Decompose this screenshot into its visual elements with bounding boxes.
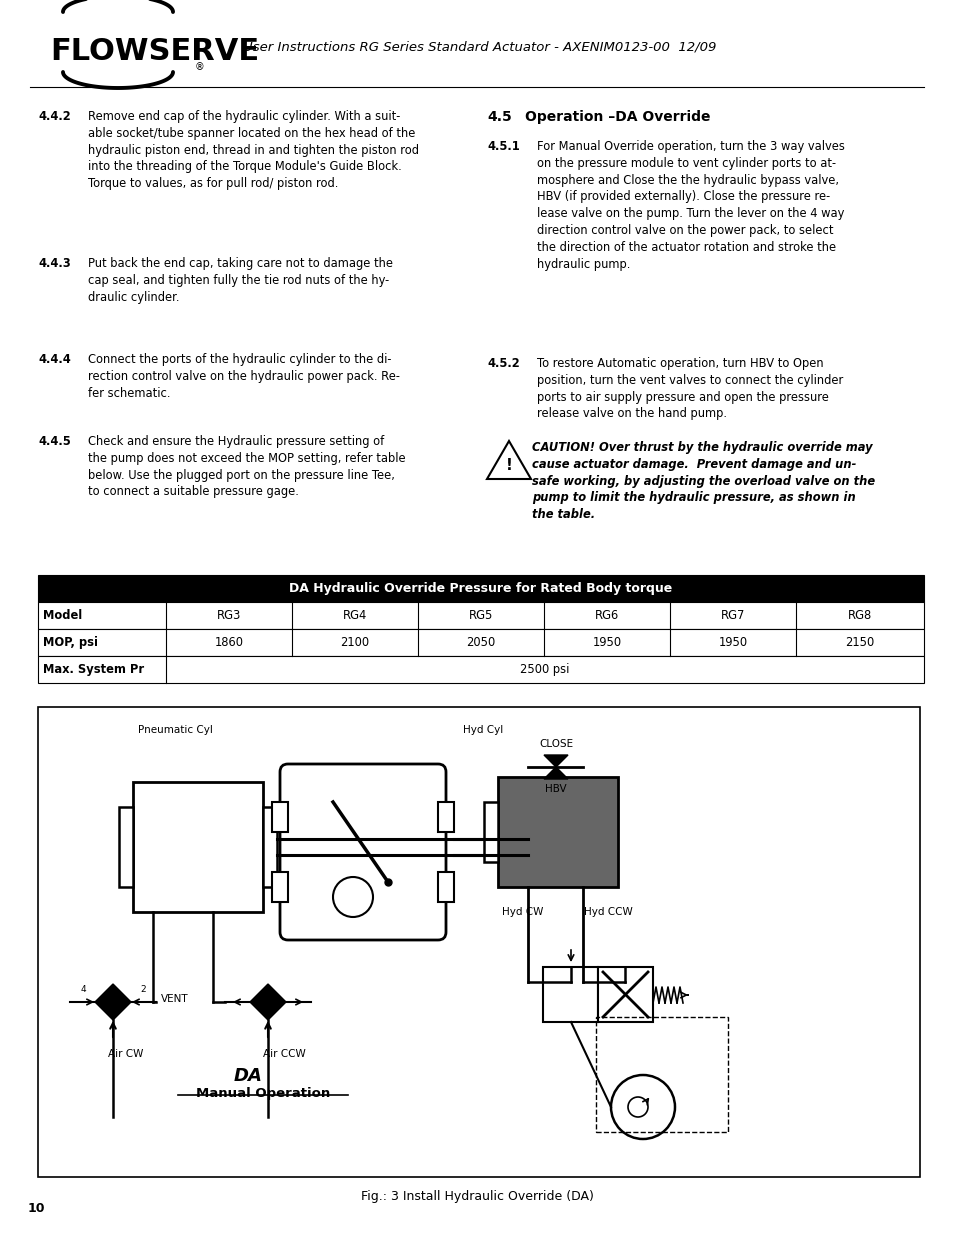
FancyBboxPatch shape [542,967,598,1023]
Text: 4.4.4: 4.4.4 [38,353,71,366]
Text: RG3: RG3 [216,609,241,622]
Text: 2100: 2100 [340,636,369,650]
Polygon shape [543,767,567,779]
Text: !: ! [505,458,512,473]
Text: Check and ensure the Hydraulic pressure setting of
the pump does not exceed the : Check and ensure the Hydraulic pressure … [88,435,405,499]
Text: 4.4.5: 4.4.5 [38,435,71,448]
Text: Max. System Pr: Max. System Pr [43,663,144,676]
FancyBboxPatch shape [497,777,618,887]
FancyBboxPatch shape [437,802,454,832]
Text: 4.4.2: 4.4.2 [38,110,71,124]
Text: User Instructions RG Series Standard Actuator - AXENIM0123-00  12/09: User Instructions RG Series Standard Act… [243,40,716,53]
Text: MOP, psi: MOP, psi [43,636,98,650]
Text: Model: Model [43,609,82,622]
Text: Fig.: 3 Install Hydraulic Override (DA): Fig.: 3 Install Hydraulic Override (DA) [360,1191,593,1203]
Text: Air CW: Air CW [108,1049,143,1058]
Text: 1950: 1950 [718,636,747,650]
Text: 4: 4 [80,986,86,994]
Text: Hyd CW: Hyd CW [502,906,543,918]
FancyBboxPatch shape [38,629,923,656]
Text: Put back the end cap, taking care not to damage the
cap seal, and tighten fully : Put back the end cap, taking care not to… [88,257,393,304]
FancyBboxPatch shape [263,806,276,887]
Text: 2150: 2150 [844,636,874,650]
Text: CLOSE: CLOSE [538,739,573,748]
Text: Pneumatic Cyl: Pneumatic Cyl [138,725,213,735]
FancyBboxPatch shape [38,656,923,683]
Text: HBV: HBV [544,784,566,794]
Text: RG7: RG7 [720,609,744,622]
Text: FLOWSERVE: FLOWSERVE [50,37,259,65]
Text: 2: 2 [140,986,146,994]
FancyBboxPatch shape [38,601,923,629]
Text: 10: 10 [28,1202,46,1215]
Text: DA: DA [233,1067,262,1086]
Text: RG5: RG5 [468,609,493,622]
Text: 4.5.2: 4.5.2 [486,357,519,370]
Text: 4.5: 4.5 [486,110,511,124]
Text: Air CCW: Air CCW [263,1049,305,1058]
FancyBboxPatch shape [132,782,263,911]
Text: 2500 psi: 2500 psi [519,663,569,676]
Text: Hyd CCW: Hyd CCW [583,906,632,918]
FancyBboxPatch shape [272,872,288,902]
FancyBboxPatch shape [437,872,454,902]
Text: ®: ® [194,62,205,72]
FancyBboxPatch shape [38,576,923,601]
Text: To restore Automatic operation, turn HBV to Open
position, turn the vent valves : To restore Automatic operation, turn HBV… [537,357,842,420]
Text: Hyd Cyl: Hyd Cyl [462,725,503,735]
Text: 1950: 1950 [592,636,621,650]
Polygon shape [95,984,131,1020]
Polygon shape [543,755,567,767]
FancyBboxPatch shape [272,802,288,832]
FancyBboxPatch shape [280,764,446,940]
Text: VENT: VENT [161,994,189,1004]
Text: RG6: RG6 [595,609,618,622]
Text: RG8: RG8 [847,609,871,622]
FancyBboxPatch shape [119,806,132,887]
Text: CAUTION! Over thrust by the hydraulic override may
cause actuator damage.  Preve: CAUTION! Over thrust by the hydraulic ov… [532,441,874,521]
FancyBboxPatch shape [598,967,652,1023]
Text: DA Hydraulic Override Pressure for Rated Body torque: DA Hydraulic Override Pressure for Rated… [289,582,672,595]
Text: Remove end cap of the hydraulic cylinder. With a suit-
able socket/tube spanner : Remove end cap of the hydraulic cylinder… [88,110,418,190]
Polygon shape [250,984,286,1020]
Text: 2050: 2050 [466,636,496,650]
Text: 1860: 1860 [214,636,243,650]
Text: 4.4.3: 4.4.3 [38,257,71,270]
FancyBboxPatch shape [38,706,919,1177]
Text: For Manual Override operation, turn the 3 way valves
on the pressure module to v: For Manual Override operation, turn the … [537,140,844,270]
FancyBboxPatch shape [483,802,497,862]
Text: 4.5.1: 4.5.1 [486,140,519,153]
Text: Connect the ports of the hydraulic cylinder to the di-
rection control valve on : Connect the ports of the hydraulic cylin… [88,353,399,400]
Text: Manual Operation: Manual Operation [195,1087,330,1100]
Text: RG4: RG4 [342,609,367,622]
Text: Operation –DA Override: Operation –DA Override [524,110,710,124]
